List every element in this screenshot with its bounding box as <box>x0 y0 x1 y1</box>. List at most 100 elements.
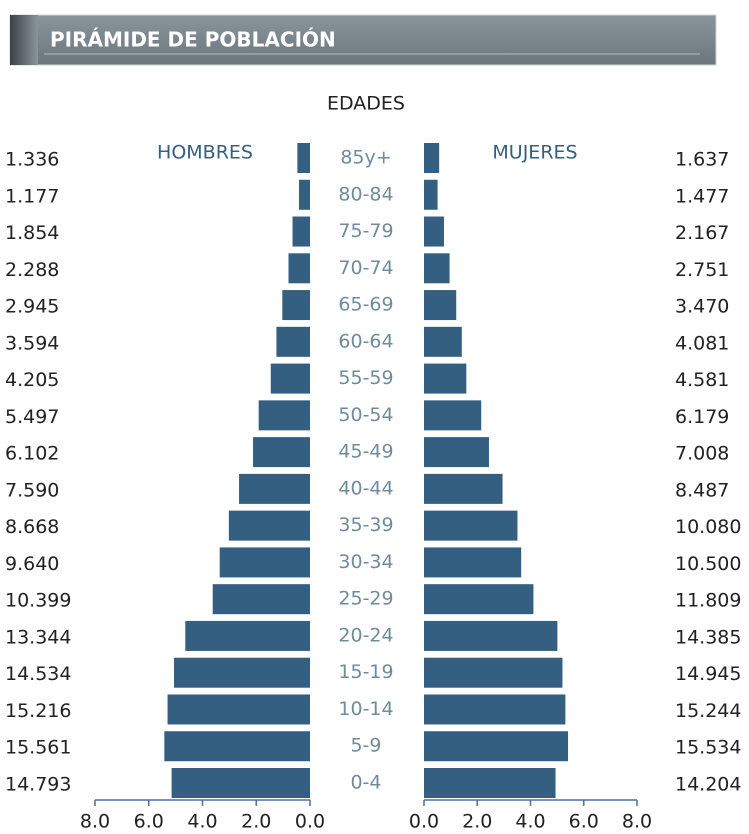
count-label: 11.809 <box>675 590 741 612</box>
x-tick-label: 2.0 <box>462 811 492 833</box>
count-label: 10.080 <box>675 516 741 538</box>
bar <box>258 400 310 431</box>
bar <box>424 547 522 578</box>
x-tick-label: 0.0 <box>295 811 325 833</box>
bar <box>298 179 310 210</box>
bar <box>424 253 450 284</box>
age-label: 0-4 <box>350 772 381 794</box>
x-tick-label: 6.0 <box>569 811 599 833</box>
age-label: 5-9 <box>350 735 381 757</box>
age-label: 50-54 <box>338 404 393 426</box>
count-label: 14.945 <box>675 663 741 685</box>
age-label: 45-49 <box>338 441 393 463</box>
age-label: 35-39 <box>338 514 393 536</box>
bar <box>219 547 310 578</box>
chart-title: PIRÁMIDE DE POBLACIÓN <box>50 28 336 52</box>
count-label: 7.590 <box>5 479 59 501</box>
bar <box>167 694 310 725</box>
header-bar <box>9 14 717 66</box>
count-label: 14.534 <box>5 663 71 685</box>
age-label: 10-14 <box>338 698 393 720</box>
age-label: 20-24 <box>338 624 393 646</box>
x-tick-label: 8.0 <box>80 811 110 833</box>
count-label: 10.399 <box>5 590 71 612</box>
age-label: 60-64 <box>338 330 393 352</box>
bar <box>424 143 440 173</box>
bar <box>297 143 310 173</box>
count-label: 2.288 <box>5 259 59 281</box>
count-label: 1.336 <box>5 149 59 171</box>
count-label: 3.470 <box>675 296 729 318</box>
x-tick-label: 6.0 <box>134 811 164 833</box>
count-label: 6.102 <box>5 443 59 465</box>
count-label: 1.177 <box>5 185 59 207</box>
count-label: 13.344 <box>5 626 71 648</box>
x-tick-label: 0.0 <box>409 811 439 833</box>
bar <box>424 657 563 688</box>
x-tick-label: 8.0 <box>622 811 652 833</box>
age-label: 65-69 <box>338 294 393 316</box>
count-label: 14.204 <box>675 774 741 796</box>
x-tick-label: 4.0 <box>515 811 545 833</box>
axis-title: EDADES <box>327 93 405 115</box>
bar <box>276 326 310 357</box>
count-label: 1.637 <box>675 149 729 171</box>
age-label: 70-74 <box>338 257 393 279</box>
count-label: 2.945 <box>5 296 59 318</box>
legend-label: HOMBRES <box>157 142 253 164</box>
legend-label: MUJERES <box>492 142 577 164</box>
age-label: 15-19 <box>338 661 393 683</box>
age-label: 25-29 <box>338 588 393 610</box>
bar <box>424 363 467 394</box>
count-label: 4.205 <box>5 369 59 391</box>
bar <box>424 290 457 321</box>
count-label: 15.216 <box>5 700 71 722</box>
bar <box>424 584 534 615</box>
bar <box>239 473 310 504</box>
bar <box>288 253 310 284</box>
count-label: 6.179 <box>675 406 729 428</box>
bar <box>174 657 310 688</box>
count-label: 15.534 <box>675 737 741 759</box>
bar <box>424 473 503 504</box>
bar <box>424 400 482 431</box>
count-label: 4.081 <box>675 332 729 354</box>
age-label: 55-59 <box>338 367 393 389</box>
bar <box>424 179 438 210</box>
age-label: 30-34 <box>338 551 393 573</box>
bar <box>424 437 489 468</box>
count-label: 2.167 <box>675 222 729 244</box>
count-label: 15.561 <box>5 737 71 759</box>
bar <box>171 768 310 798</box>
count-label: 7.008 <box>675 443 729 465</box>
count-label: 5.497 <box>5 406 59 428</box>
bar <box>424 216 444 247</box>
count-label: 1.477 <box>675 185 729 207</box>
age-label: 85y+ <box>340 147 391 169</box>
bar <box>282 290 310 321</box>
age-label: 40-44 <box>338 477 393 499</box>
count-label: 14.793 <box>5 774 71 796</box>
bar <box>270 363 310 394</box>
count-label: 9.640 <box>5 553 59 575</box>
bar <box>253 437 310 468</box>
age-label: 75-79 <box>338 220 393 242</box>
count-label: 14.385 <box>675 626 741 648</box>
bar <box>212 584 310 615</box>
bar <box>424 510 518 541</box>
x-tick-label: 4.0 <box>187 811 217 833</box>
count-label: 15.244 <box>675 700 741 722</box>
x-tick-label: 2.0 <box>241 811 271 833</box>
bar <box>424 694 566 725</box>
bar <box>424 731 569 762</box>
count-label: 8.487 <box>675 479 729 501</box>
bar <box>164 731 310 762</box>
bar <box>424 326 462 357</box>
count-label: 3.594 <box>5 332 59 354</box>
bar <box>292 216 310 247</box>
bar <box>424 620 558 651</box>
count-label: 4.581 <box>675 369 729 391</box>
count-label: 1.854 <box>5 222 59 244</box>
count-label: 8.668 <box>5 516 59 538</box>
